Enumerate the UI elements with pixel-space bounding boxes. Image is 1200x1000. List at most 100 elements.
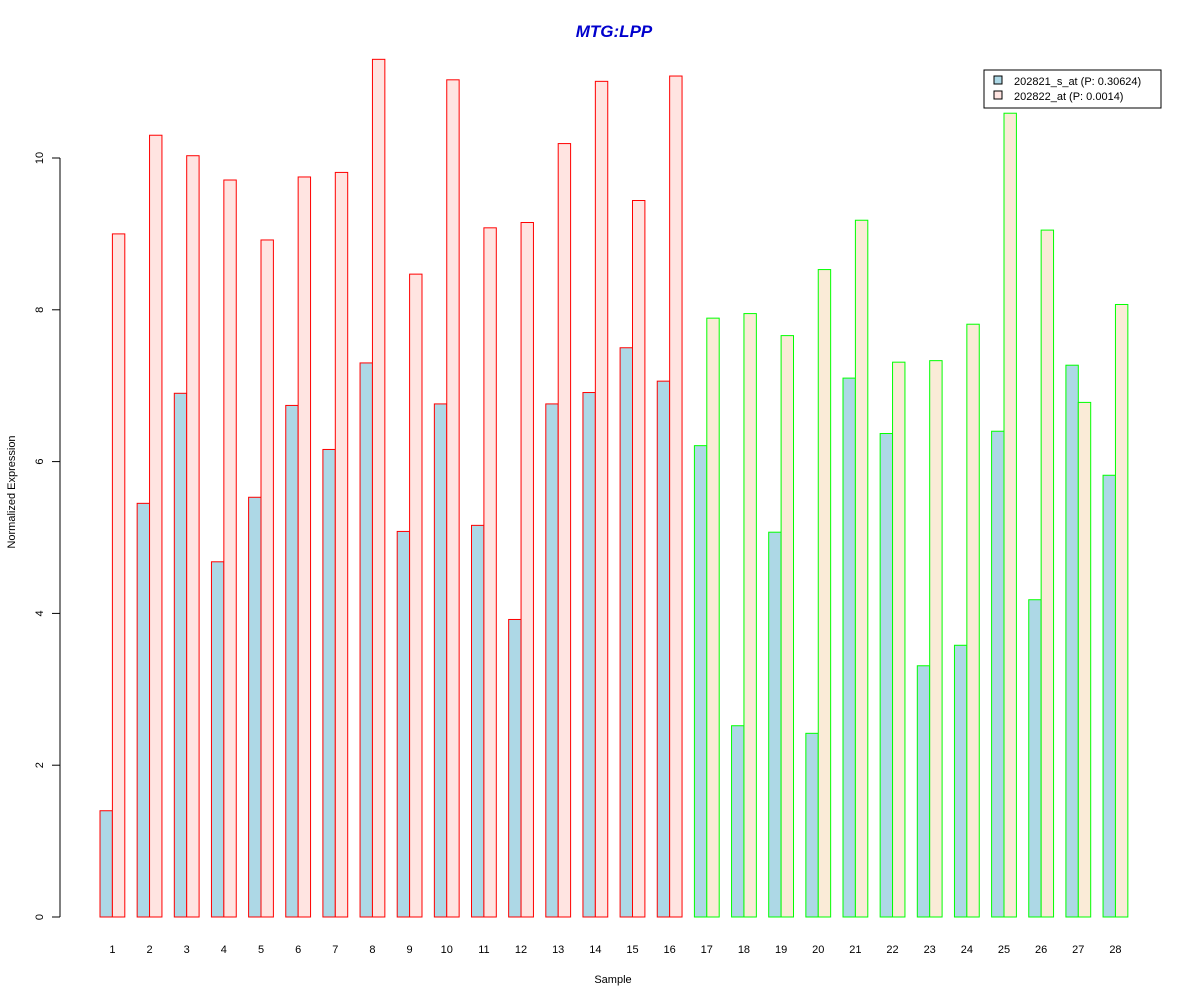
bar-sample-15-series-2 — [632, 200, 646, 918]
bar-sample-9-series-2 — [409, 273, 423, 918]
bar-sample-4-series-2 — [223, 179, 237, 918]
bar-sample-21-series-2 — [854, 219, 869, 918]
x-tick-label: 20 — [812, 944, 824, 956]
bar-sample-2-series-1 — [136, 502, 151, 918]
y-tick-label: 10 — [34, 152, 46, 164]
legend-swatch-series-2 — [993, 90, 1003, 100]
x-tick-label: 22 — [886, 944, 898, 956]
bar-sample-26-series-1 — [1028, 599, 1042, 918]
bar-sample-8-series-1 — [359, 362, 373, 918]
bar-sample-24-series-2 — [966, 323, 980, 918]
bar-sample-11-series-1 — [471, 524, 485, 918]
bar-sample-17-series-2 — [706, 317, 720, 918]
x-tick-label: 12 — [515, 944, 527, 956]
y-tick-label: 4 — [34, 610, 46, 616]
legend-label-series-2: 202822_at (P: 0.0014) — [1014, 91, 1123, 103]
bar-sample-1-series-2 — [111, 233, 126, 918]
bar-sample-12-series-2 — [520, 222, 534, 918]
bar-sample-10-series-1 — [433, 403, 448, 918]
bar-sample-7-series-2 — [334, 171, 349, 918]
legend: 202821_s_at (P: 0.30624) 202822_at (P: 0… — [983, 69, 1162, 109]
x-tick-label: 26 — [1035, 944, 1047, 956]
bar-sample-23-series-1 — [916, 665, 931, 918]
x-tick-label: 7 — [332, 944, 338, 956]
x-tick-label: 28 — [1109, 944, 1121, 956]
bar-sample-13-series-2 — [557, 143, 572, 918]
x-tick-label: 27 — [1072, 944, 1084, 956]
x-tick-label: 15 — [626, 944, 638, 956]
x-tick-label: 25 — [998, 944, 1010, 956]
bar-sample-24-series-1 — [953, 644, 968, 918]
x-tick-label: 3 — [184, 944, 190, 956]
x-tick-label: 16 — [664, 944, 676, 956]
x-tick-label: 23 — [924, 944, 936, 956]
bar-sample-3-series-1 — [173, 392, 188, 918]
bar-sample-3-series-2 — [186, 155, 200, 918]
bar-sample-23-series-2 — [929, 360, 943, 918]
y-axis-label: Normalized Expression — [6, 435, 18, 548]
bar-sample-2-series-2 — [149, 134, 163, 918]
x-tick-label: 10 — [441, 944, 453, 956]
bar-sample-16-series-1 — [656, 380, 671, 918]
bar-sample-18-series-1 — [731, 725, 745, 918]
bar-sample-14-series-1 — [582, 392, 596, 918]
x-tick-label: 6 — [295, 944, 301, 956]
y-axis: 0 2 4 6 8 10 — [34, 152, 61, 920]
bar-sample-20-series-1 — [805, 732, 819, 918]
x-tick-label: 21 — [849, 944, 861, 956]
bar-sample-19-series-1 — [768, 531, 782, 918]
chart-title: MTG:LPP — [576, 22, 653, 41]
x-tick-label: 18 — [738, 944, 750, 956]
y-tick-label: 0 — [34, 914, 46, 920]
bar-sample-16-series-2 — [669, 75, 683, 918]
bar-sample-11-series-2 — [483, 227, 497, 918]
bar-sample-12-series-1 — [508, 618, 522, 918]
bars — [99, 58, 1129, 918]
x-tick-label: 14 — [589, 944, 601, 956]
x-tick-label: 2 — [146, 944, 152, 956]
y-tick-label: 2 — [34, 762, 46, 768]
bar-sample-19-series-2 — [780, 335, 794, 918]
x-axis-label: Sample — [594, 974, 631, 986]
bar-sample-6-series-1 — [285, 404, 299, 918]
x-tick-label: 13 — [552, 944, 564, 956]
bar-sample-22-series-1 — [879, 433, 894, 918]
bar-sample-8-series-2 — [371, 58, 386, 918]
y-tick-label: 6 — [34, 459, 46, 465]
bar-sample-6-series-2 — [297, 176, 312, 918]
bar-sample-14-series-2 — [594, 80, 609, 918]
bar-sample-21-series-1 — [842, 377, 856, 918]
x-tick-label: 8 — [369, 944, 375, 956]
x-tick-label: 1 — [109, 944, 115, 956]
legend-label-series-1: 202821_s_at (P: 0.30624) — [1014, 76, 1141, 88]
legend-swatch-series-1 — [993, 75, 1003, 85]
y-tick-label: 8 — [34, 307, 46, 313]
x-tick-label: 4 — [221, 944, 227, 956]
bar-sample-25-series-2 — [1003, 112, 1017, 918]
x-tick-label: 9 — [407, 944, 413, 956]
legend-box — [983, 69, 1162, 109]
bar-sample-5-series-1 — [248, 496, 262, 918]
bar-sample-10-series-2 — [446, 79, 460, 918]
x-tick-label: 17 — [701, 944, 713, 956]
bar-sample-17-series-1 — [693, 445, 708, 918]
bar-sample-20-series-2 — [817, 269, 832, 918]
bar-sample-27-series-2 — [1077, 401, 1092, 918]
bar-sample-15-series-1 — [619, 347, 633, 918]
bar-sample-4-series-1 — [210, 561, 225, 918]
bar-sample-1-series-1 — [99, 810, 113, 918]
bar-sample-9-series-1 — [396, 530, 411, 918]
bar-sample-27-series-1 — [1065, 364, 1079, 918]
bar-sample-25-series-1 — [991, 430, 1005, 918]
bar-sample-28-series-2 — [1114, 303, 1129, 918]
bar-sample-26-series-2 — [1040, 229, 1055, 918]
bar-sample-5-series-2 — [260, 239, 274, 918]
x-tick-label: 5 — [258, 944, 264, 956]
bar-sample-7-series-1 — [322, 448, 336, 918]
x-tick-label: 11 — [478, 944, 489, 956]
x-tick-label: 24 — [961, 944, 973, 956]
bar-sample-13-series-1 — [545, 403, 559, 918]
x-tick-labels: 1 2 3 4 5 6 7 8 9 10 11 12 13 14 15 16 17 18 19 20 21 22 23 24 2… — [109, 944, 1121, 956]
bar-sample-18-series-2 — [743, 313, 757, 918]
